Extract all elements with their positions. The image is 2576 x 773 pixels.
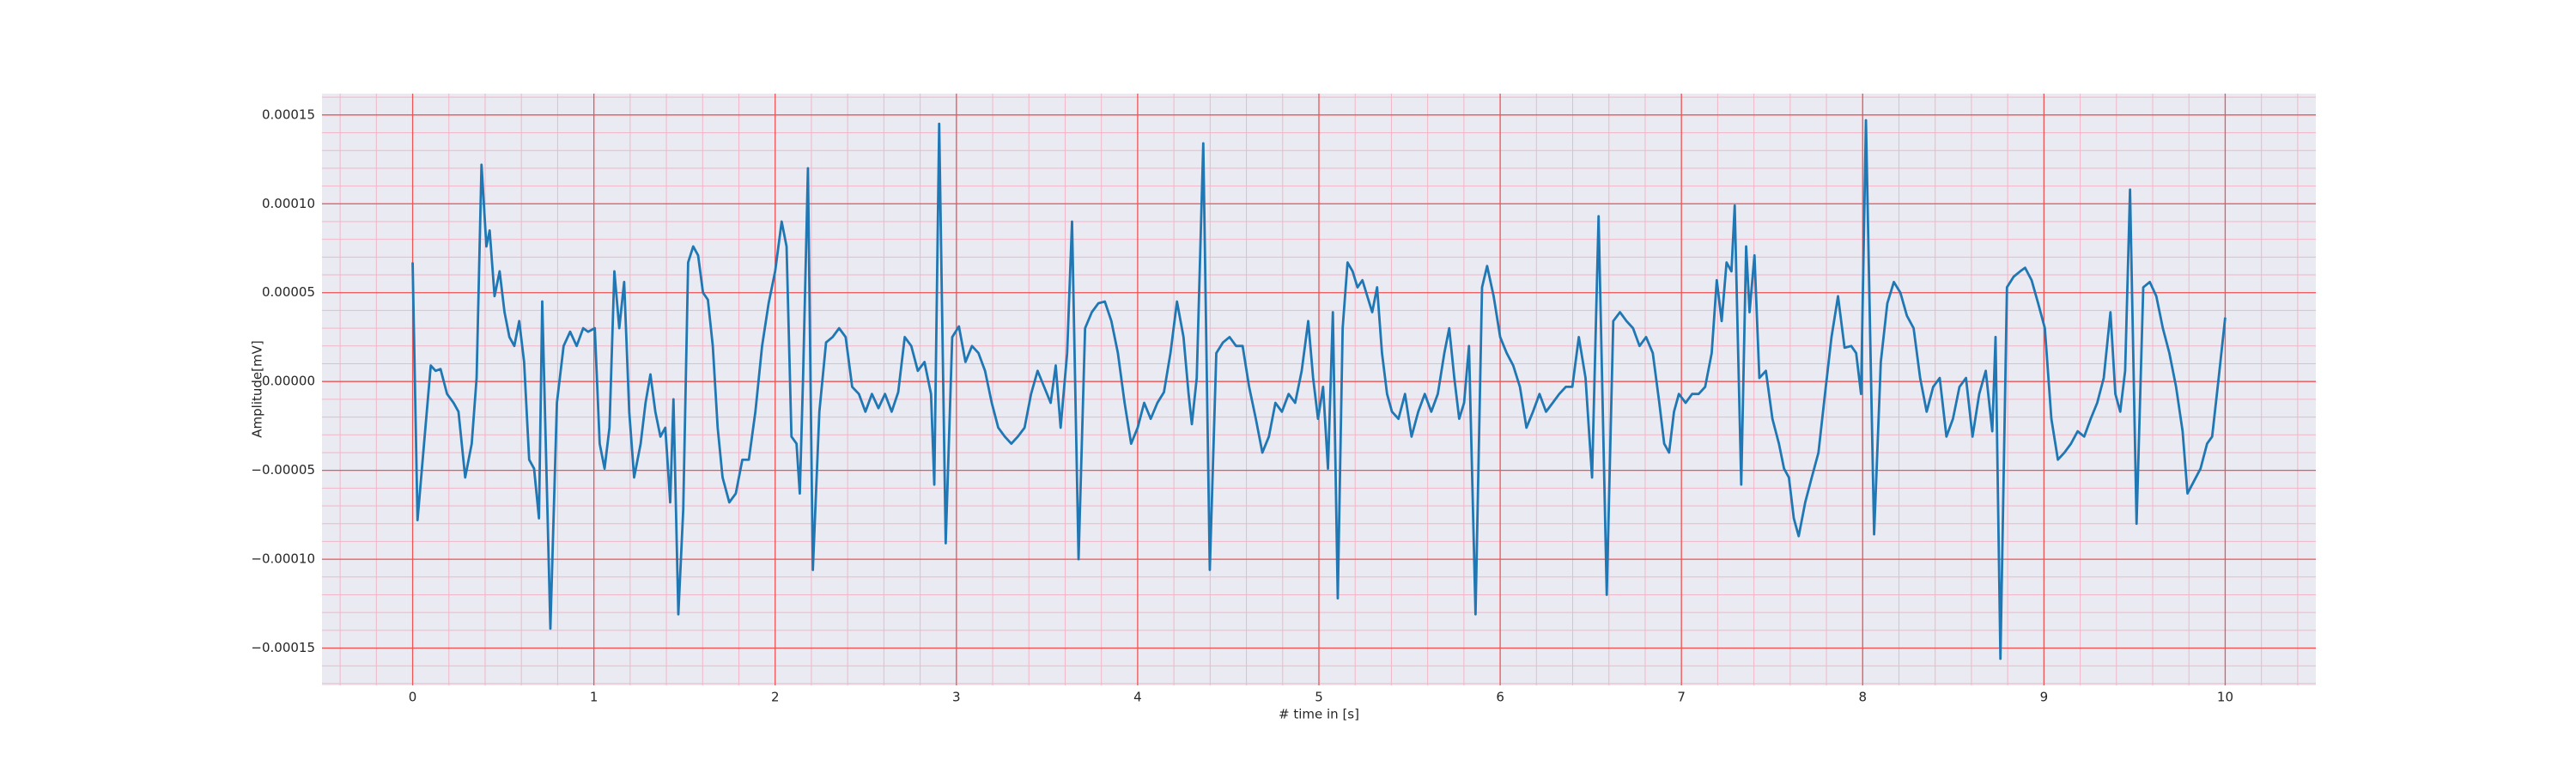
y-tick-label: −0.00010 (251, 551, 315, 567)
x-axis-label: # time in [s] (1279, 707, 1359, 722)
x-tick-label: 10 (2217, 690, 2233, 705)
y-tick-label: −0.00015 (251, 640, 315, 655)
signal-line (411, 119, 2227, 660)
y-tick-label: −0.00005 (251, 462, 315, 478)
x-tick-label: 0 (409, 690, 417, 705)
x-tick-label: 7 (1677, 690, 1686, 705)
x-tick-label: 6 (1496, 690, 1504, 705)
y-tick-label: 0.00005 (262, 284, 315, 300)
x-tick-label: 2 (771, 690, 780, 705)
y-tick-label: 0.00015 (262, 107, 315, 122)
x-tick-label: 4 (1133, 690, 1142, 705)
y-tick-label: 0.00000 (262, 374, 315, 389)
y-axis-label: Amplitude[mV] (250, 340, 265, 437)
x-tick-label: 5 (1315, 690, 1323, 705)
y-tick-label: 0.00010 (262, 196, 315, 211)
x-tick-label: 8 (1858, 690, 1867, 705)
x-tick-label: 9 (2040, 690, 2049, 705)
x-tick-label: 1 (590, 690, 598, 705)
x-tick-label: 3 (952, 690, 961, 705)
